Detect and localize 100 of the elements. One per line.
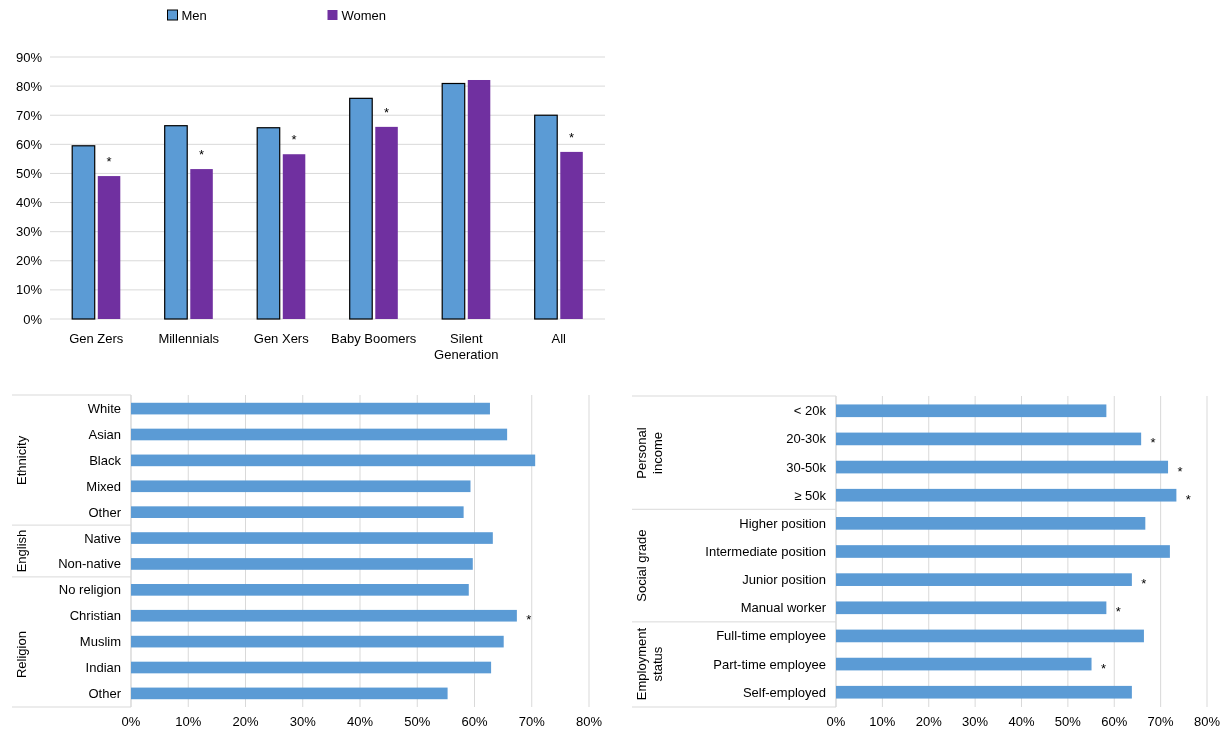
x-tick-label: Millennials [158,331,220,346]
x-tick-label: 0% [826,714,846,729]
bar [836,432,1142,446]
bar [256,127,281,320]
x-tick-label: 30% [289,714,317,729]
x-tick-label: 40% [1008,714,1035,729]
bar [71,145,96,320]
bar [836,460,1169,474]
x-tick-label: 80% [1193,714,1221,729]
bar [131,687,448,700]
bar [836,545,1170,558]
y-tick-label: < 20k [793,403,827,419]
x-tick-label: All [551,331,567,346]
bar [164,125,188,320]
x-tick-label: 70% [518,714,546,729]
bar [131,506,464,518]
y-tick-label: White [87,401,121,417]
bar [131,480,471,493]
bar [97,176,121,319]
bar [190,169,213,319]
x-tick-label: 60% [1101,714,1128,729]
y-tick-label: 40% [15,195,43,211]
legend-label: Women [341,7,387,23]
y-tick-label: Junior position [742,572,826,588]
bar [131,609,517,622]
y-tick-label: Asian [88,427,121,443]
bar [131,402,490,415]
y-tick-label: 90% [15,49,43,65]
x-tick-label: 80% [575,714,603,729]
x-tick-label: 20% [915,714,943,729]
bar [534,114,558,320]
x-tick-label: 10% [869,714,896,729]
x-tick-label: 10% [175,714,202,729]
y-tick-label: Part-time employee [713,656,826,672]
y-tick-label: Black [89,452,122,468]
annotation: * [1150,435,1156,451]
x-tick-label: 50% [1054,714,1082,729]
bar [441,82,466,320]
y-tick-label: Muslim [79,634,121,650]
x-tick-label: 60% [461,714,488,729]
x-tick-label: Silent Generation [434,331,499,362]
y-tick-label: 10% [15,282,43,298]
annotation: * [199,147,205,163]
y-tick-label: 50% [15,165,43,181]
bar [560,151,583,319]
x-tick-label: 0% [121,714,141,729]
annotation: * [1185,491,1191,507]
x-tick-label: 70% [1147,714,1175,729]
bar [467,80,491,319]
annotation: * [526,612,532,628]
x-tick-label: Gen Zers [69,331,124,346]
y-tick-label: Other [88,685,122,701]
y-tick-label: Manual worker [740,600,827,616]
x-tick-label: 50% [404,714,431,729]
y-tick-label: 30-50k [786,459,827,475]
bar [836,404,1107,418]
bar [131,454,536,467]
y-tick-label: 30% [15,224,43,240]
annotation: * [291,132,297,148]
y-tick-label: Higher position [739,515,826,531]
y-tick-label: Non-native [58,556,121,572]
annotation: * [106,154,112,170]
x-tick-label: 20% [232,714,259,729]
annotation: * [1100,660,1107,676]
bar [836,573,1132,586]
y-tick-label: Indian [85,660,121,676]
annotation: * [384,104,390,120]
y-tick-label: No religion [58,582,121,598]
x-tick-label: Baby Boomers [331,331,417,346]
y-tick-label: Other [88,504,122,520]
annotation: * [569,129,575,145]
y-tick-label: 20-30k [786,431,827,447]
bar [375,126,398,319]
bar [131,635,504,648]
legend-label: Men [181,7,207,23]
text: English [14,529,29,573]
text: Ethnicity [14,435,29,485]
y-tick-label: 70% [15,107,43,123]
bar [836,685,1132,699]
bar [836,488,1177,502]
bar [349,97,373,320]
annotation: * [1141,576,1147,592]
annotation: * [1177,463,1183,479]
y-tick-label: Intermediate position [705,544,826,560]
bar [836,601,1107,615]
y-tick-label: ≥ 50k [794,487,827,503]
text: Social grade [634,529,649,602]
y-tick-label: Christian [69,608,121,624]
y-tick-label: 80% [15,78,43,94]
bar [131,428,508,441]
x-tick-label: 30% [962,714,989,729]
y-tick-label: Self-employed [742,684,826,700]
bar [131,558,473,570]
bar [282,154,306,319]
y-tick-label: Mixed [86,478,121,494]
bar [131,532,493,544]
text: Employment status [634,627,665,701]
x-tick-label: 40% [346,714,374,729]
annotation: * [1115,604,1121,620]
bar [131,661,492,674]
